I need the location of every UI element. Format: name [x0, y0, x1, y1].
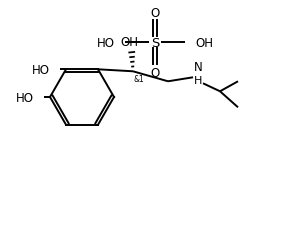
Text: O: O [150, 66, 160, 79]
Text: HO: HO [32, 64, 50, 77]
Text: S: S [151, 36, 159, 49]
Text: HO: HO [16, 91, 34, 104]
Text: H: H [194, 76, 202, 86]
Text: OH: OH [120, 36, 138, 49]
Text: HO: HO [97, 36, 115, 49]
Text: OH: OH [195, 36, 213, 49]
Text: &1: &1 [134, 75, 145, 84]
Text: O: O [150, 7, 160, 19]
Text: N: N [194, 61, 202, 74]
